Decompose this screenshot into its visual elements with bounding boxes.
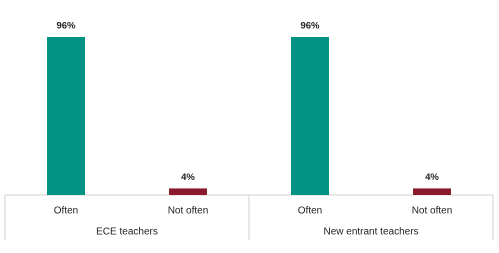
value-label: 96% (56, 21, 76, 32)
value-label: 4% (181, 172, 195, 183)
bar (413, 188, 451, 195)
group-label: New entrant teachers (323, 227, 418, 238)
x-tick-label: Often (54, 206, 78, 217)
value-label: 96% (300, 21, 320, 32)
bar (291, 37, 329, 195)
x-tick-label: Often (298, 206, 322, 217)
bar (47, 37, 85, 195)
group-label: ECE teachers (96, 227, 158, 238)
x-tick-label: Not often (168, 206, 209, 217)
x-tick-label: Not often (412, 206, 453, 217)
bar (169, 188, 207, 195)
value-label: 4% (425, 172, 439, 183)
